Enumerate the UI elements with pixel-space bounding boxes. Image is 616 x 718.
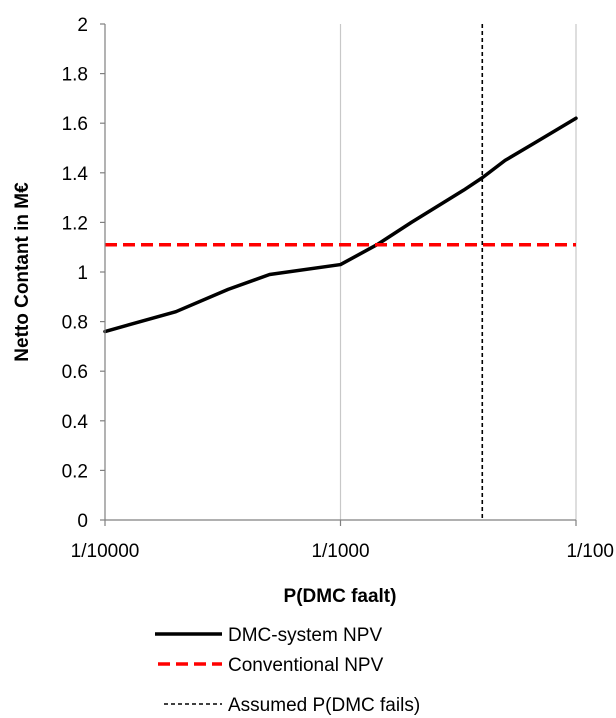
series-layer (103, 24, 578, 520)
y-tick-label: 0.2 (62, 461, 88, 482)
y-tick-label: 0 (77, 511, 88, 532)
axes (100, 23, 577, 526)
x-tick-label: 1/1000 (311, 541, 369, 562)
y-tick-label: 1.4 (62, 164, 89, 185)
y-tick-label: 0.6 (62, 362, 88, 383)
x-tick-label: 1/100 (566, 541, 614, 562)
grid-lines (339, 24, 577, 520)
x-tick-labels: 1/10000 1/1000 1/100 (71, 541, 614, 562)
legend-label-conventional: Conventional NPV (228, 655, 384, 676)
y-tick-label: 0.4 (62, 412, 89, 433)
y-tick-label: 1.6 (62, 114, 88, 135)
y-axis-title: Netto Contant in M€ (12, 182, 33, 362)
x-tick-label: 1/10000 (71, 541, 140, 562)
y-tick-labels: 0 0.2 0.4 0.6 0.8 1 1.2 1.4 1.6 1.8 2 (62, 15, 89, 532)
legend-label-dmc-system: DMC-system NPV (228, 625, 382, 646)
legend: DMC-system NPV Conventional NPV Assumed … (155, 625, 420, 716)
legend-label-assumed-p: Assumed P(DMC fails) (228, 695, 420, 716)
y-tick-label: 1.8 (62, 65, 88, 86)
series-line-dmc-system (103, 116, 578, 334)
x-axis-title: P(DMC faalt) (284, 586, 397, 607)
y-tick-label: 1.2 (62, 213, 88, 234)
y-tick-label: 1 (77, 263, 88, 284)
y-tick-label: 2 (77, 15, 88, 36)
y-tick-label: 0.8 (62, 313, 88, 334)
